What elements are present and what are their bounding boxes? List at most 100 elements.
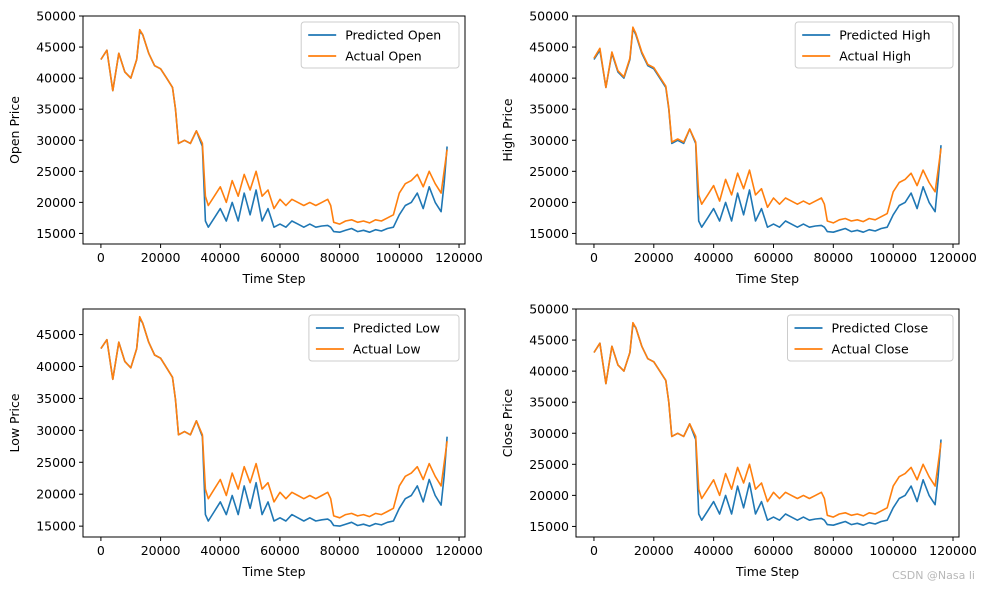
y-tick-label: 45000	[36, 40, 76, 55]
y-tick-label: 20000	[529, 488, 569, 503]
series-line-actual	[100, 28, 448, 225]
x-tick-label: 20000	[141, 250, 181, 265]
subplot-3: 0 20000 40000 60000 80000 100000 120000 15000 20…	[7, 308, 483, 579]
y-tick-label: 35000	[36, 391, 76, 406]
x-tick-label: 0	[590, 250, 598, 265]
y-tick-label: 40000	[529, 71, 569, 86]
axes-frame	[575, 15, 960, 245]
legend-label: Actual Open	[345, 49, 422, 64]
y-tick-label: 20000	[36, 195, 76, 210]
x-tick-label: 120000	[929, 543, 977, 558]
x-tick-label: 120000	[929, 250, 977, 265]
legend: Predicted Close Actual Close	[787, 314, 954, 362]
y-tick-label: 20000	[529, 195, 569, 210]
y-tick-label: 30000	[36, 133, 76, 148]
x-tick-label: 60000	[260, 250, 300, 265]
y-tick-label: 25000	[529, 457, 569, 472]
y-tick-label: 30000	[36, 423, 76, 438]
x-tick-label: 80000	[320, 543, 360, 558]
y-tick-label: 50000	[529, 302, 569, 317]
y-tick-label: 50000	[36, 9, 76, 24]
x-axis-label: Time Step	[735, 564, 799, 579]
legend-label: Actual Close	[832, 342, 909, 357]
y-tick-label: 15000	[36, 226, 76, 241]
series-line-predicted	[593, 27, 942, 233]
x-tick-label: 20000	[141, 543, 181, 558]
x-tick-label: 0	[97, 543, 105, 558]
y-tick-label: 40000	[529, 364, 569, 379]
y-tick-label: 25000	[36, 164, 76, 179]
series-line-actual	[593, 26, 942, 224]
legend-label: Predicted High	[839, 28, 930, 43]
legend-label: Predicted Open	[345, 28, 441, 43]
axes-frame	[82, 308, 466, 538]
y-tick-label: 30000	[529, 426, 569, 441]
legend-box	[787, 314, 954, 362]
y-axis-label: Close Price	[500, 388, 515, 457]
y-tick-label: 35000	[36, 102, 76, 117]
x-tick-label: 80000	[320, 250, 360, 265]
x-tick-label: 120000	[435, 250, 483, 265]
y-tick-label: 40000	[36, 359, 76, 374]
y-tick-label: 25000	[529, 164, 569, 179]
series-line-actual	[100, 315, 448, 519]
y-tick-label: 15000	[36, 519, 76, 534]
series-group	[593, 26, 942, 233]
x-tick-label: 60000	[754, 250, 794, 265]
y-tick-label: 15000	[529, 226, 569, 241]
legend-label: Actual Low	[353, 342, 421, 357]
watermark: CSDN @Nasa li	[892, 569, 975, 582]
y-tick-label: 20000	[36, 487, 76, 502]
x-tick-label: 20000	[634, 543, 674, 558]
x-tick-label: 100000	[375, 543, 423, 558]
legend-label: Actual High	[839, 49, 911, 64]
x-tick-label: 120000	[435, 543, 483, 558]
x-tick-label: 20000	[634, 250, 674, 265]
x-tick-label: 0	[97, 250, 105, 265]
x-tick-label: 80000	[813, 543, 853, 558]
x-axis-label: Time Step	[241, 564, 305, 579]
x-tick-label: 40000	[200, 543, 240, 558]
y-tick-label: 40000	[36, 71, 76, 86]
series-line-actual	[593, 321, 942, 518]
x-tick-label: 80000	[813, 250, 853, 265]
axes-frame	[82, 15, 466, 245]
legend-box	[794, 21, 954, 69]
y-tick-label: 25000	[36, 455, 76, 470]
y-axis-label: Low Price	[7, 393, 22, 452]
legend: Predicted Low Actual Low	[308, 314, 460, 362]
legend-label: Predicted Close	[832, 321, 929, 336]
legend-box	[308, 314, 460, 362]
x-tick-label: 100000	[375, 250, 423, 265]
x-tick-label: 100000	[869, 250, 917, 265]
y-tick-label: 50000	[529, 9, 569, 24]
x-axis-label: Time Step	[241, 271, 305, 286]
x-axis-label: Time Step	[735, 271, 799, 286]
y-tick-label: 45000	[529, 333, 569, 348]
legend: Predicted Open Actual Open	[300, 21, 460, 69]
y-tick-label: 35000	[529, 102, 569, 117]
y-tick-label: 30000	[529, 133, 569, 148]
x-tick-label: 40000	[694, 543, 734, 558]
x-tick-label: 40000	[200, 250, 240, 265]
y-tick-label: 35000	[529, 395, 569, 410]
y-axis-label: Open Price	[7, 96, 22, 164]
subplot-1: 0 20000 40000 60000 80000 100000 120000 15000 20…	[7, 9, 483, 287]
y-tick-label: 45000	[36, 327, 76, 342]
x-tick-label: 40000	[694, 250, 734, 265]
y-tick-label: 45000	[529, 40, 569, 55]
legend-label: Predicted Low	[353, 321, 440, 336]
subplot-2: 0 20000 40000 60000 80000 100000 120000 15000 20…	[500, 9, 977, 287]
x-tick-label: 60000	[260, 543, 300, 558]
legend-box	[300, 21, 460, 69]
x-tick-label: 100000	[869, 543, 917, 558]
x-tick-label: 60000	[754, 543, 794, 558]
series-group	[100, 28, 448, 233]
series-group	[593, 321, 942, 527]
x-tick-label: 0	[590, 543, 598, 558]
y-tick-label: 15000	[529, 519, 569, 534]
axes-frame	[575, 308, 960, 538]
series-group	[100, 315, 448, 527]
subplot-4: 0 20000 40000 60000 80000 100000 120000 15000 20…	[500, 302, 977, 580]
